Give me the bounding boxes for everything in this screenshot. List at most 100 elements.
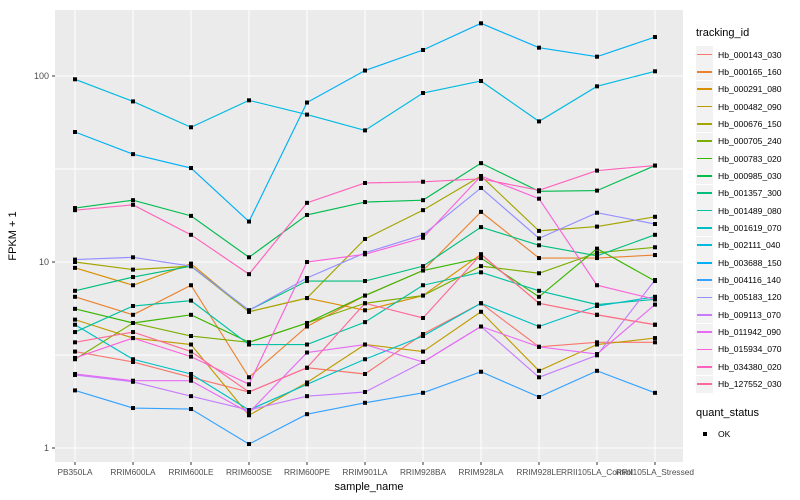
data-point	[479, 185, 483, 190]
legend-key-line-icon	[697, 261, 712, 264]
data-point	[653, 302, 657, 307]
point-icon	[702, 432, 707, 437]
data-point	[131, 359, 135, 364]
data-point	[305, 260, 309, 264]
data-point	[595, 342, 599, 347]
data-point	[247, 410, 251, 415]
legend-key-line-icon	[697, 192, 712, 195]
data-point	[421, 334, 425, 339]
legend-item-label: Hb_000165_160	[718, 66, 782, 77]
legend-item: Hb_015934_070	[689, 340, 800, 358]
legend-key-line-icon	[697, 175, 712, 177]
data-point	[363, 128, 367, 133]
data-point	[73, 294, 77, 299]
x-tick-label: RRIM600LA	[110, 467, 156, 477]
legend-items: Hb_000143_030 Hb_000165_160 Hb_000291_080 H…	[689, 46, 800, 393]
legend-key-line-icon	[697, 209, 712, 212]
data-point	[247, 219, 251, 224]
data-point	[421, 293, 425, 298]
legend-quant-status: quant_status OK	[689, 407, 800, 443]
data-point	[131, 267, 135, 272]
data-point	[305, 100, 309, 105]
data-point	[305, 350, 309, 355]
legend-item-label: Hb_034380_020	[718, 361, 782, 372]
x-tick-label: RRII105LA_Control	[561, 467, 633, 477]
x-tick-label: RRIM600PE	[284, 467, 331, 477]
data-point	[653, 390, 657, 395]
legend-key	[696, 132, 713, 150]
legend-item: Hb_001489_080	[689, 202, 800, 220]
data-point	[305, 412, 309, 417]
legend-item: Hb_004116_140	[689, 271, 800, 289]
legend-key-line-icon	[697, 140, 712, 143]
legend-title: tracking_id	[696, 27, 750, 39]
data-point	[189, 312, 193, 317]
data-point	[189, 371, 193, 376]
data-point	[189, 125, 193, 130]
data-point	[595, 168, 599, 173]
data-point	[653, 253, 657, 258]
data-point	[595, 84, 599, 89]
legend-key-line-icon	[697, 348, 712, 351]
data-point	[305, 112, 309, 117]
data-point	[595, 368, 599, 373]
x-tick-label: RRII105LA_Stressed	[616, 467, 694, 477]
legend-item: Hb_011942_090	[689, 323, 800, 341]
data-point	[363, 200, 367, 205]
data-point	[421, 208, 425, 213]
data-point	[421, 283, 425, 288]
x-tick-label: PB350LA	[57, 467, 93, 477]
data-point	[421, 264, 425, 269]
data-point	[479, 161, 483, 166]
data-point	[421, 268, 425, 273]
y-axis-title: FPKM + 1	[7, 211, 19, 261]
data-point	[247, 342, 251, 347]
data-point	[189, 375, 193, 380]
legend-key	[696, 80, 713, 98]
legend-key-line-icon	[697, 157, 712, 160]
legend-key	[696, 150, 713, 168]
data-point	[537, 375, 541, 380]
data-point	[479, 270, 483, 275]
data-point	[595, 312, 599, 317]
data-point	[595, 352, 599, 357]
data-point	[247, 408, 251, 413]
legend-item-label: Hb_001357_300	[718, 188, 782, 199]
data-point	[189, 394, 193, 399]
legend-key-line-icon	[697, 296, 712, 299]
data-point	[653, 336, 657, 341]
data-point	[131, 378, 135, 383]
legend-item-label: Hb_011942_090	[718, 327, 781, 337]
data-point	[131, 406, 135, 411]
data-point	[537, 228, 541, 233]
data-point	[247, 375, 251, 380]
data-point	[189, 378, 193, 383]
legend-key	[696, 271, 713, 289]
legend-item-label: Hb_000482_090	[718, 101, 782, 112]
data-point	[305, 296, 309, 301]
legend-item-label: Hb_000143_030	[718, 49, 782, 60]
legend-tracking-id: tracking_id Hb_000143_030 Hb_000165_160 Hb…	[689, 27, 800, 443]
data-point	[421, 315, 425, 320]
data-point	[131, 202, 135, 207]
data-point	[247, 340, 251, 345]
data-point	[653, 245, 657, 250]
legend-item: Hb_000143_030	[689, 46, 800, 63]
legend-item-label: Hb_001489_080	[718, 205, 782, 216]
legend-key-line-icon	[697, 123, 712, 125]
data-point	[537, 368, 541, 373]
legend-item-label: Hb_004116_140	[718, 274, 781, 285]
data-point	[479, 176, 483, 181]
legend-key-line-icon	[697, 279, 712, 281]
data-point	[363, 320, 367, 325]
data-point	[363, 371, 367, 376]
data-point	[537, 344, 541, 349]
data-point	[653, 163, 657, 168]
legend2-title: quant_status	[696, 406, 759, 419]
data-point	[189, 334, 193, 339]
data-point	[363, 301, 367, 306]
legend-key-line-icon	[697, 105, 712, 108]
data-point	[73, 288, 77, 293]
data-point	[479, 256, 483, 261]
legend-key-line-icon	[697, 365, 712, 368]
